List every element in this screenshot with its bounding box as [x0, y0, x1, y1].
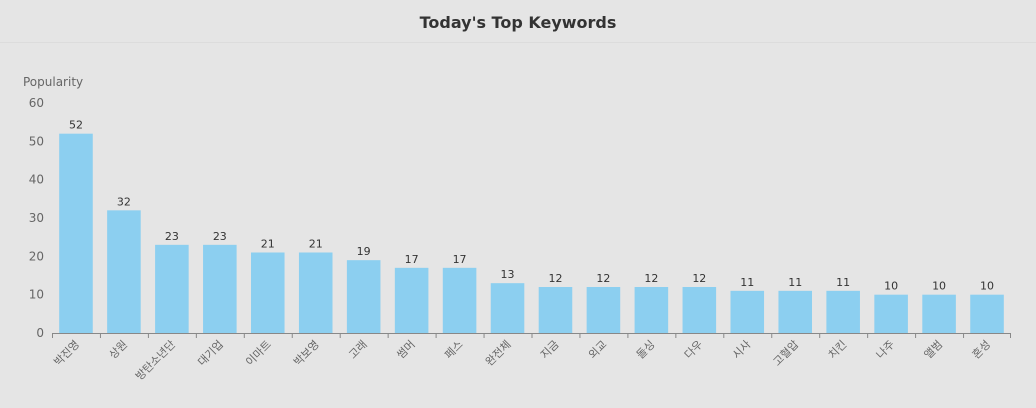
data-label: 11 — [788, 276, 802, 289]
x-tick-label: 혼성 — [970, 338, 994, 362]
bar — [682, 287, 717, 333]
bar — [634, 287, 669, 333]
data-label: 10 — [980, 280, 994, 293]
bar — [538, 287, 573, 333]
x-tick-label: 완전체 — [483, 338, 514, 369]
bar — [442, 267, 477, 333]
x-tick-label: 지금 — [538, 338, 562, 362]
bar — [298, 252, 333, 333]
y-tick-label: 30 — [29, 211, 44, 225]
x-tick-label: 시사 — [730, 338, 754, 362]
bar — [490, 283, 525, 333]
data-label: 10 — [932, 280, 946, 293]
data-label: 12 — [548, 272, 562, 285]
x-tick-label: 대기업 — [195, 338, 226, 369]
x-tick-label: 고혈압 — [770, 337, 801, 368]
bar — [394, 267, 429, 333]
data-label: 21 — [309, 238, 323, 251]
x-tick-label: 페스 — [442, 338, 466, 362]
bar — [922, 294, 956, 333]
x-tick-label: 다우 — [682, 338, 706, 362]
bar — [250, 252, 285, 333]
bar — [203, 244, 237, 333]
x-tick-label: 이마트 — [243, 338, 274, 369]
data-label: 12 — [596, 272, 610, 285]
chart-title: Today's Top Keywords — [419, 12, 617, 32]
bar — [586, 287, 621, 333]
y-tick-label: 40 — [29, 173, 44, 187]
bar — [730, 290, 765, 333]
bar — [107, 210, 141, 333]
data-label: 17 — [453, 253, 467, 266]
data-label: 11 — [836, 276, 850, 289]
bar — [155, 244, 189, 333]
bar-chart: Popularity 0 10 20 30 40 50 60 52 32 23 23 21 21 19 1… — [23, 75, 1011, 383]
y-tick-label: 10 — [29, 288, 44, 302]
x-tick-label: 나주 — [874, 338, 898, 362]
data-label: 10 — [884, 280, 898, 293]
bars: 52 32 23 23 21 21 19 17 17 13 12 12 12 12 11 11 11 10 10 10 — [59, 119, 1004, 333]
x-tick-label: 앨범 — [922, 338, 946, 362]
data-label: 19 — [357, 245, 371, 258]
y-tick-label: 0 — [36, 326, 44, 340]
chart-area: Popularity 0 10 20 30 40 50 60 52 32 23 23 21 21 19 1… — [0, 43, 1036, 408]
x-axis: 박진영 상원 방탄소년단 대기업 이마트 박보영 고래 썸머 페스 완전체 지금 외교 돌싱 다우 시사 고혈… — [51, 333, 1011, 383]
data-label: 12 — [692, 272, 706, 285]
data-label: 23 — [213, 230, 227, 243]
y-axis-label: Popularity — [23, 75, 83, 89]
y-tick-label: 50 — [29, 134, 44, 148]
x-tick-label: 고래 — [346, 338, 370, 362]
y-axis: 0 10 20 30 40 50 60 — [29, 96, 44, 340]
data-label: 12 — [644, 272, 658, 285]
x-tick-label: 박보영 — [291, 338, 322, 369]
bar — [59, 133, 93, 333]
x-tick-label: 외교 — [586, 338, 610, 362]
chart-header: Today's Top Keywords — [0, 0, 1036, 43]
data-label: 32 — [117, 195, 131, 208]
bar — [874, 294, 908, 333]
x-tick-label: 치킨 — [826, 338, 850, 362]
data-label: 21 — [261, 238, 275, 251]
bar — [826, 290, 860, 333]
bar — [970, 294, 1004, 333]
x-tick-label: 썸머 — [394, 338, 418, 362]
data-label: 17 — [405, 253, 419, 266]
x-tick-label: 방탄소년단 — [133, 338, 178, 383]
x-tick-label: 돌싱 — [634, 338, 658, 362]
x-tick-label: 박진영 — [51, 338, 82, 369]
x-tick-label: 상원 — [107, 338, 131, 362]
data-label: 52 — [69, 119, 83, 132]
bar — [778, 290, 813, 333]
data-label: 23 — [165, 230, 179, 243]
y-tick-label: 20 — [29, 249, 44, 263]
y-tick-label: 60 — [29, 96, 44, 110]
data-label: 13 — [501, 268, 515, 281]
data-label: 11 — [740, 276, 754, 289]
bar — [346, 260, 381, 333]
